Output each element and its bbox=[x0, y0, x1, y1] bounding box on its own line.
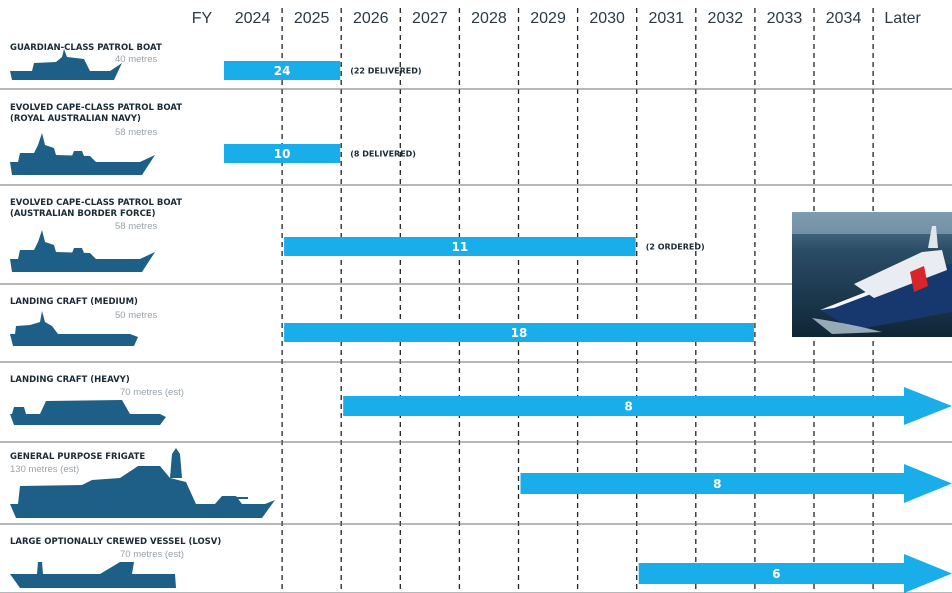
timeline-arrow-bar bbox=[638, 554, 952, 593]
year-tick-label: 2034 bbox=[826, 10, 862, 27]
vessel-name: LANDING CRAFT (HEAVY) bbox=[10, 375, 130, 385]
ship-photo bbox=[792, 212, 952, 337]
photo-superstructure bbox=[854, 250, 947, 298]
bar-status-note: (8 DELIVERED) bbox=[350, 150, 416, 159]
vessel-name: GUARDIAN-CLASS PATROL BOAT bbox=[10, 43, 162, 53]
vessel-silhouette-icon bbox=[10, 230, 155, 272]
year-tick-label: 2024 bbox=[235, 10, 271, 27]
fiscal-year-label: FY bbox=[192, 10, 213, 27]
vessel-name: GENERAL PURPOSE FRIGATE bbox=[10, 452, 145, 462]
vessel-name: LANDING CRAFT (MEDIUM) bbox=[10, 297, 138, 307]
year-tick-label: 2026 bbox=[353, 10, 389, 27]
year-tick-label: 2025 bbox=[294, 10, 330, 27]
timeline-bar bbox=[224, 144, 341, 163]
year-tick-label: 2030 bbox=[589, 10, 625, 27]
year-tick-label: 2032 bbox=[708, 10, 744, 27]
vessel-length: 70 metres (est) bbox=[120, 387, 184, 398]
year-tick-label: 2031 bbox=[648, 10, 684, 27]
bar-quantity-label: 11 bbox=[452, 240, 469, 254]
timeline-arrow-bar bbox=[520, 464, 952, 503]
year-tick-label: 2027 bbox=[412, 10, 448, 27]
vessel-length: 40 metres bbox=[115, 54, 157, 65]
vessel-silhouette-icon bbox=[10, 562, 176, 588]
bar-quantity-label: 10 bbox=[274, 147, 291, 161]
vessel-name: EVOLVED CAPE-CLASS PATROL BOAT bbox=[10, 103, 182, 113]
timeline-bar bbox=[284, 323, 754, 342]
bar-quantity-label: 8 bbox=[624, 400, 632, 414]
year-tick-label: Later bbox=[884, 10, 921, 27]
vessel-name: (ROYAL AUSTRALIAN NAVY) bbox=[10, 114, 141, 124]
vessel-name: EVOLVED CAPE-CLASS PATROL BOAT bbox=[10, 198, 182, 208]
bar-quantity-label: 6 bbox=[772, 567, 780, 581]
vessel-row: GENERAL PURPOSE FRIGATE 130 metres (est) 8 bbox=[0, 448, 952, 525]
vessel-silhouette-icon bbox=[10, 448, 275, 518]
vessel-row: LARGE OPTIONALLY CREWED VESSEL (LOSV) 70 … bbox=[0, 537, 952, 593]
photo-wake bbox=[812, 318, 882, 334]
bar-quantity-label: 18 bbox=[511, 326, 528, 340]
vessel-length: 50 metres bbox=[115, 310, 157, 321]
vessel-silhouette-icon bbox=[10, 133, 155, 175]
vessel-silhouette-icon bbox=[10, 49, 122, 80]
vessel-length: 130 metres (est) bbox=[10, 464, 79, 475]
photo-mast bbox=[928, 226, 938, 248]
vessel-name: LARGE OPTIONALLY CREWED VESSEL (LOSV) bbox=[10, 537, 221, 547]
timeline-arrow-bar bbox=[343, 387, 952, 425]
vessel-silhouette-icon bbox=[10, 400, 166, 425]
timeline-bar bbox=[224, 61, 341, 80]
bar-status-note: (22 DELIVERED) bbox=[350, 67, 421, 76]
bar-quantity-label: 24 bbox=[274, 64, 291, 78]
photo-sky bbox=[792, 212, 952, 234]
year-axis: 2024 2025 2026 2027 2028 2029 2030 2031 2032 2033… bbox=[235, 10, 922, 27]
year-tick-label: 2028 bbox=[471, 10, 507, 27]
grid-lines bbox=[281, 8, 874, 593]
vessel-silhouette-icon bbox=[10, 311, 138, 346]
vessel-name: (AUSTRALIAN BORDER FORCE) bbox=[10, 209, 156, 219]
vessel-row: LANDING CRAFT (HEAVY) 70 metres (est) 8 bbox=[0, 375, 952, 443]
photo-red-stripe bbox=[910, 266, 928, 292]
vessel-row: EVOLVED CAPE-CLASS PATROL BOAT(ROYAL AUS… bbox=[0, 103, 952, 186]
timeline-bar bbox=[284, 237, 636, 256]
bar-quantity-label: 8 bbox=[713, 477, 721, 491]
year-tick-label: 2029 bbox=[530, 10, 566, 27]
vessel-length: 58 metres bbox=[115, 127, 157, 138]
vessel-length: 70 metres (est) bbox=[120, 549, 184, 560]
year-tick-label: 2033 bbox=[767, 10, 803, 27]
bar-status-note: (2 ORDERED) bbox=[646, 243, 705, 252]
vessel-length: 58 metres bbox=[115, 221, 157, 232]
vessel-row: LANDING CRAFT (MEDIUM) 50 metres 18 bbox=[0, 297, 952, 363]
